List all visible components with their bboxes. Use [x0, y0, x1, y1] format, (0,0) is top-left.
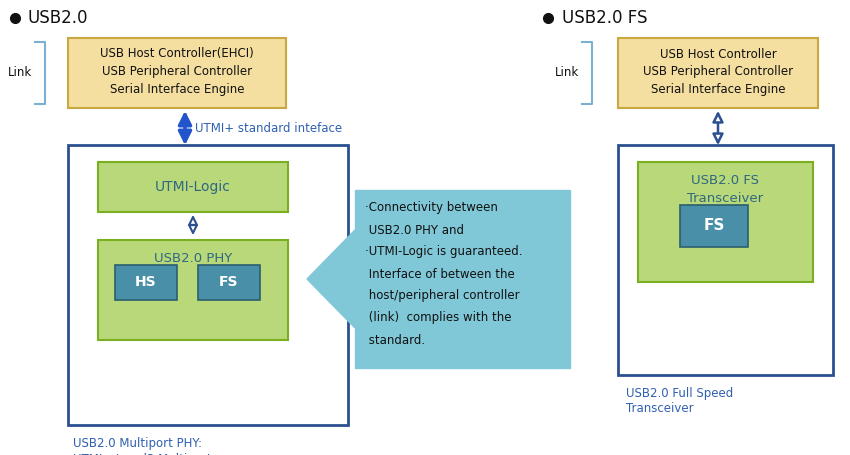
Text: USB2.0 FS: USB2.0 FS	[562, 9, 648, 27]
Bar	[618, 145, 833, 375]
Text: UTMI+ Level3 Multiport: UTMI+ Level3 Multiport	[73, 453, 212, 455]
Bar	[198, 265, 260, 300]
Text: FS: FS	[703, 218, 725, 233]
Polygon shape	[307, 230, 355, 328]
Text: USB Peripheral Controller: USB Peripheral Controller	[102, 66, 252, 79]
Bar	[638, 162, 813, 282]
Text: USB2.0 PHY: USB2.0 PHY	[154, 252, 232, 264]
Bar	[680, 205, 748, 247]
Text: Link: Link	[555, 66, 579, 80]
Text: UTMI-Logic: UTMI-Logic	[155, 180, 231, 194]
Text: USB Peripheral Controller: USB Peripheral Controller	[643, 66, 793, 79]
Bar	[618, 38, 818, 108]
Text: USB2.0 PHY and: USB2.0 PHY and	[365, 223, 464, 237]
Text: Transceiver: Transceiver	[688, 192, 763, 204]
Bar	[68, 145, 348, 425]
Text: (link)  complies with the: (link) complies with the	[365, 312, 512, 324]
Text: USB2.0 Full Speed: USB2.0 Full Speed	[626, 386, 734, 399]
Bar	[98, 240, 288, 340]
Text: HS: HS	[135, 275, 156, 289]
Text: Transceiver: Transceiver	[626, 403, 694, 415]
Text: USB Host Controller(EHCI): USB Host Controller(EHCI)	[100, 47, 254, 61]
Text: USB Host Controller: USB Host Controller	[660, 47, 776, 61]
Bar	[115, 265, 177, 300]
Text: FS: FS	[219, 275, 239, 289]
Text: host/peripheral controller: host/peripheral controller	[365, 289, 519, 303]
Text: USB2.0 Multiport PHY:: USB2.0 Multiport PHY:	[73, 436, 202, 450]
Text: ·UTMI-Logic is guaranteed.: ·UTMI-Logic is guaranteed.	[365, 246, 523, 258]
Text: USB2.0: USB2.0	[28, 9, 88, 27]
Text: Link: Link	[8, 66, 32, 80]
Text: Interface of between the: Interface of between the	[365, 268, 515, 280]
Text: USB2.0 FS: USB2.0 FS	[692, 173, 760, 187]
Text: ·Connectivity between: ·Connectivity between	[365, 202, 498, 214]
Text: Serial Interface Engine: Serial Interface Engine	[651, 84, 785, 96]
Text: Serial Interface Engine: Serial Interface Engine	[110, 84, 244, 96]
Bar	[68, 38, 286, 108]
Text: standard.: standard.	[365, 334, 425, 347]
Text: UTMI+ standard inteface: UTMI+ standard inteface	[195, 121, 342, 135]
Bar	[98, 162, 288, 212]
Bar	[355, 190, 570, 368]
